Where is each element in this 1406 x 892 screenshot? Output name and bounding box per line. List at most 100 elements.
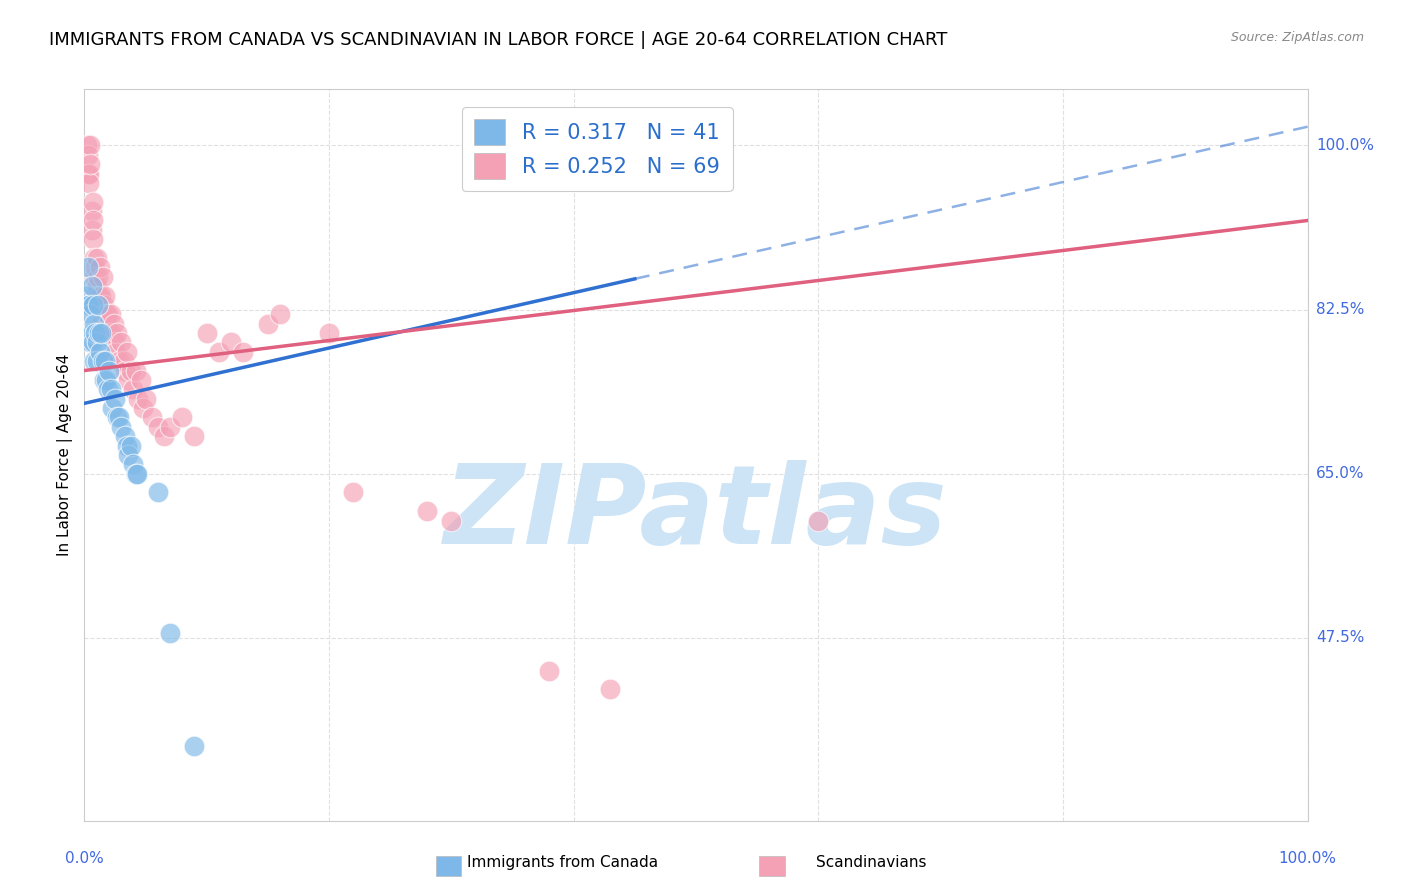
- Point: [100, 326, 122, 340]
- Point: [79, 138, 101, 153]
- Point: [440, 514, 463, 528]
- Point: [80, 326, 103, 340]
- Point: [77, 148, 100, 162]
- Point: [120, 438, 142, 452]
- Point: [83, 354, 105, 368]
- Point: [83, 317, 105, 331]
- Point: [97, 363, 120, 377]
- Text: 82.5%: 82.5%: [1316, 302, 1364, 317]
- Point: [84, 260, 107, 275]
- Point: [83, 251, 105, 265]
- Point: [103, 317, 125, 331]
- Point: [76, 138, 98, 153]
- Point: [146, 419, 169, 434]
- Point: [127, 392, 149, 406]
- Point: [159, 626, 181, 640]
- Point: [129, 373, 152, 387]
- Point: [114, 429, 136, 443]
- Point: [257, 317, 280, 331]
- Point: [79, 335, 101, 350]
- Point: [82, 232, 104, 246]
- Text: Source: ZipAtlas.com: Source: ZipAtlas.com: [1230, 31, 1364, 45]
- Point: [84, 326, 107, 340]
- Legend: R = 0.317   N = 41, R = 0.252   N = 69: R = 0.317 N = 41, R = 0.252 N = 69: [461, 107, 733, 191]
- Point: [83, 269, 105, 284]
- Point: [82, 213, 104, 227]
- Point: [807, 514, 830, 528]
- Point: [86, 354, 108, 368]
- Point: [117, 448, 139, 462]
- Point: [86, 335, 108, 350]
- Point: [96, 373, 118, 387]
- Point: [90, 288, 112, 302]
- Point: [120, 363, 142, 377]
- Point: [342, 485, 364, 500]
- Point: [115, 344, 138, 359]
- Point: [172, 410, 194, 425]
- Point: [94, 288, 117, 302]
- Point: [87, 298, 110, 312]
- Text: Immigrants from Canada: Immigrants from Canada: [467, 855, 658, 870]
- Point: [183, 429, 205, 443]
- Text: 0.0%: 0.0%: [65, 851, 104, 866]
- Point: [318, 326, 340, 340]
- Point: [125, 467, 148, 481]
- Point: [105, 326, 128, 340]
- Point: [86, 279, 108, 293]
- Point: [122, 458, 145, 472]
- Point: [93, 373, 115, 387]
- Point: [90, 326, 112, 340]
- Point: [97, 307, 120, 321]
- Point: [82, 194, 104, 209]
- Point: [141, 410, 163, 425]
- Point: [86, 251, 108, 265]
- Point: [110, 335, 132, 350]
- Point: [107, 410, 129, 425]
- Point: [76, 288, 98, 302]
- Point: [159, 419, 181, 434]
- Point: [208, 344, 231, 359]
- Point: [77, 260, 100, 275]
- Point: [132, 401, 155, 415]
- Point: [538, 664, 561, 678]
- Point: [114, 363, 136, 377]
- Point: [112, 354, 135, 368]
- Point: [125, 467, 148, 481]
- Point: [80, 279, 103, 293]
- Text: Scandinavians: Scandinavians: [817, 855, 927, 870]
- Point: [104, 335, 127, 350]
- Text: ZIPatlas: ZIPatlas: [444, 460, 948, 567]
- Point: [104, 392, 127, 406]
- Y-axis label: In Labor Force | Age 20-64: In Labor Force | Age 20-64: [58, 354, 73, 556]
- Point: [77, 176, 100, 190]
- Text: 47.5%: 47.5%: [1316, 631, 1364, 645]
- Point: [91, 269, 114, 284]
- Point: [90, 317, 112, 331]
- Point: [107, 354, 129, 368]
- Point: [183, 739, 205, 753]
- Point: [100, 307, 122, 321]
- Point: [97, 326, 120, 340]
- Point: [195, 326, 218, 340]
- Point: [87, 269, 110, 284]
- Point: [79, 157, 101, 171]
- Point: [122, 382, 145, 396]
- Point: [146, 485, 169, 500]
- Point: [269, 307, 291, 321]
- Point: [232, 344, 254, 359]
- Point: [77, 298, 100, 312]
- Text: IMMIGRANTS FROM CANADA VS SCANDINAVIAN IN LABOR FORCE | AGE 20-64 CORRELATION CH: IMMIGRANTS FROM CANADA VS SCANDINAVIAN I…: [49, 31, 948, 49]
- Point: [115, 438, 138, 452]
- Point: [105, 410, 128, 425]
- Point: [87, 288, 110, 302]
- Point: [80, 204, 103, 219]
- Point: [82, 298, 104, 312]
- Point: [125, 363, 148, 377]
- Point: [89, 260, 111, 275]
- Point: [77, 167, 100, 181]
- Point: [96, 307, 118, 321]
- Point: [110, 419, 132, 434]
- Point: [79, 307, 101, 321]
- Point: [87, 326, 110, 340]
- Point: [77, 298, 100, 312]
